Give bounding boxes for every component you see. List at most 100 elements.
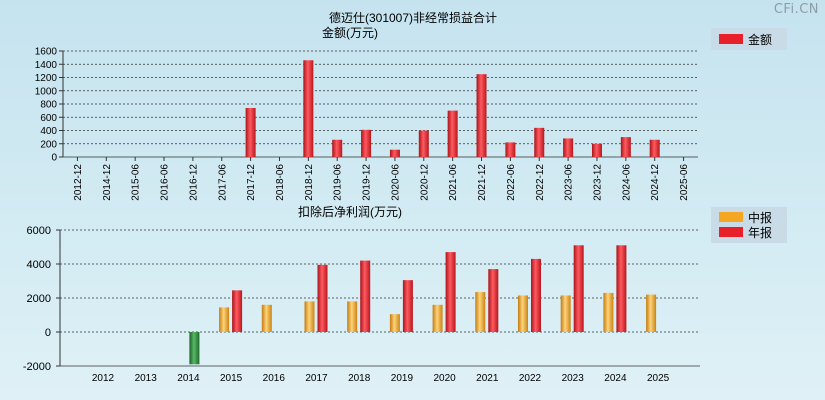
c2-bar-interim	[261, 304, 272, 332]
c2-xtick-label: 2012	[92, 373, 115, 384]
c2-bar-interim	[304, 301, 315, 332]
c2-xtick-label: 2024	[604, 373, 627, 384]
c1-bar	[620, 137, 631, 157]
chart-net-profit: 扣除后净利润(万元) -2000 0 2000 4000 6000 2012 2013 20…	[23, 204, 787, 384]
c1-xtick-label: 2018-12	[304, 164, 315, 201]
c2-xtick-label: 2023	[562, 373, 585, 384]
chart1-ylabel: 金额(万元)	[322, 25, 378, 40]
c2-bar-annual	[616, 245, 627, 332]
chart1-title: 德迈仕(301007)非经常损益合计	[329, 10, 497, 25]
chart-nonrecurring: 德迈仕(301007)非经常损益合计 金额(万元) 0 200 400 600 800 1…	[35, 10, 787, 201]
c2-bar-annual	[445, 252, 456, 332]
c1-xtick-label: 2020-12	[419, 164, 430, 201]
c2-xtick-label: 2018	[348, 373, 371, 384]
legend-label-interim: 中报	[748, 210, 772, 225]
c2-bar-interim	[219, 307, 230, 332]
chart2-legend: 中报 年报	[711, 207, 787, 243]
c1-xtick-label: 2022-12	[535, 164, 546, 201]
c2-xtick-label: 2019	[391, 373, 414, 384]
c2-xtick-label: 2020	[433, 373, 456, 384]
c2-xtick-label: 2013	[135, 373, 158, 384]
c1-xtick-label: 2019-06	[333, 164, 344, 201]
legend-swatch-interim	[719, 212, 743, 222]
c1-xtick-label: 2023-06	[564, 164, 575, 201]
c2-xtick-label: 2016	[263, 373, 286, 384]
c1-bar	[418, 130, 429, 157]
c1-bar	[447, 110, 458, 157]
c2-bar-interim	[560, 295, 571, 332]
c2-bar-annual	[573, 245, 584, 332]
c1-bar	[505, 142, 516, 157]
c2-xtick-label: 2022	[519, 373, 542, 384]
legend-label-annual: 年报	[748, 225, 772, 240]
c2-bar-annual	[488, 269, 499, 332]
c1-xtick-label: 2023-12	[592, 164, 603, 201]
c2-bar-interim	[347, 301, 358, 332]
c1-ytick-label: 1400	[35, 60, 58, 71]
legend-swatch-amount	[719, 34, 743, 44]
c1-xtick-label: 2016-06	[160, 164, 171, 201]
c2-bar-interim	[518, 295, 528, 332]
c1-xtick-label: 2024-06	[621, 164, 632, 201]
c2-bar-interim	[603, 292, 614, 332]
chart1-legend: 金额	[711, 28, 787, 50]
c1-xtick-label: 2014-12	[102, 164, 113, 201]
c1-ytick-label: 1200	[35, 73, 58, 84]
legend-swatch-annual	[719, 227, 743, 237]
chart2-title: 扣除后净利润(万元)	[298, 204, 402, 219]
c2-xtick-label: 2025	[647, 373, 670, 384]
c2-bar-annual	[360, 260, 371, 332]
c1-bar	[389, 149, 400, 157]
c1-xtick-label: 2018-06	[275, 164, 286, 201]
c1-ytick-label: 600	[40, 113, 57, 124]
chart1-legend-box	[711, 28, 787, 50]
c2-bar-annual	[531, 258, 541, 332]
c1-bar	[591, 143, 602, 157]
c1-bar	[476, 74, 487, 157]
c2-bar-annual	[232, 290, 243, 332]
c2-bar-interim	[389, 314, 400, 332]
c1-bar	[361, 129, 372, 157]
c1-bar	[563, 138, 574, 157]
c1-xtick-label: 2022-06	[506, 164, 517, 201]
c1-xtick-label: 2021-06	[448, 164, 459, 201]
c2-ytick-label: 2000	[27, 293, 51, 305]
c2-xtick-label: 2017	[305, 373, 328, 384]
c2-ytick-label: 6000	[27, 225, 51, 237]
c2-xtick-label: 2014	[177, 373, 200, 384]
c1-xtick-label: 2021-12	[477, 164, 488, 201]
c1-xtick-label: 2015-06	[131, 164, 142, 201]
c2-ytick-label: 0	[45, 327, 51, 339]
watermark-logo: CFi.CN	[773, 2, 819, 17]
c1-bar	[245, 107, 256, 157]
c2-xtick-label: 2021	[476, 373, 499, 384]
c1-xtick-label: 2016-12	[188, 164, 199, 201]
c2-bar-annual	[317, 264, 328, 332]
c2-ytick-label: 4000	[27, 259, 51, 271]
c2-bar-interim	[475, 292, 486, 332]
c1-xtick-label: 2017-12	[246, 164, 257, 201]
c1-xtick-label: 2017-06	[217, 164, 228, 201]
c1-xtick-label: 2024-12	[650, 164, 661, 201]
c2-xtick-label: 2015	[220, 373, 243, 384]
c1-bar	[649, 139, 660, 157]
c2-bar-interim	[189, 332, 200, 365]
c2-bar-interim	[646, 294, 657, 332]
c1-ytick-label: 0	[51, 153, 57, 164]
c1-xtick-label: 2020-06	[390, 164, 401, 201]
c1-ytick-label: 400	[40, 126, 57, 137]
c1-bar	[303, 60, 314, 157]
c1-bar	[534, 127, 545, 157]
c1-bar	[332, 139, 343, 157]
c1-ytick-label: 800	[40, 100, 57, 111]
c2-bar-annual	[402, 280, 413, 332]
c1-xtick-label: 2012-12	[73, 164, 84, 201]
c1-xtick-label: 2019-12	[362, 164, 373, 201]
legend-label-amount: 金额	[748, 32, 772, 47]
c2-bar-interim	[432, 304, 443, 332]
c1-ytick-label: 1600	[35, 47, 58, 58]
c1-ytick-label: 200	[40, 139, 57, 150]
c1-ytick-label: 1000	[35, 86, 58, 97]
c2-ytick-label: -2000	[23, 361, 51, 373]
